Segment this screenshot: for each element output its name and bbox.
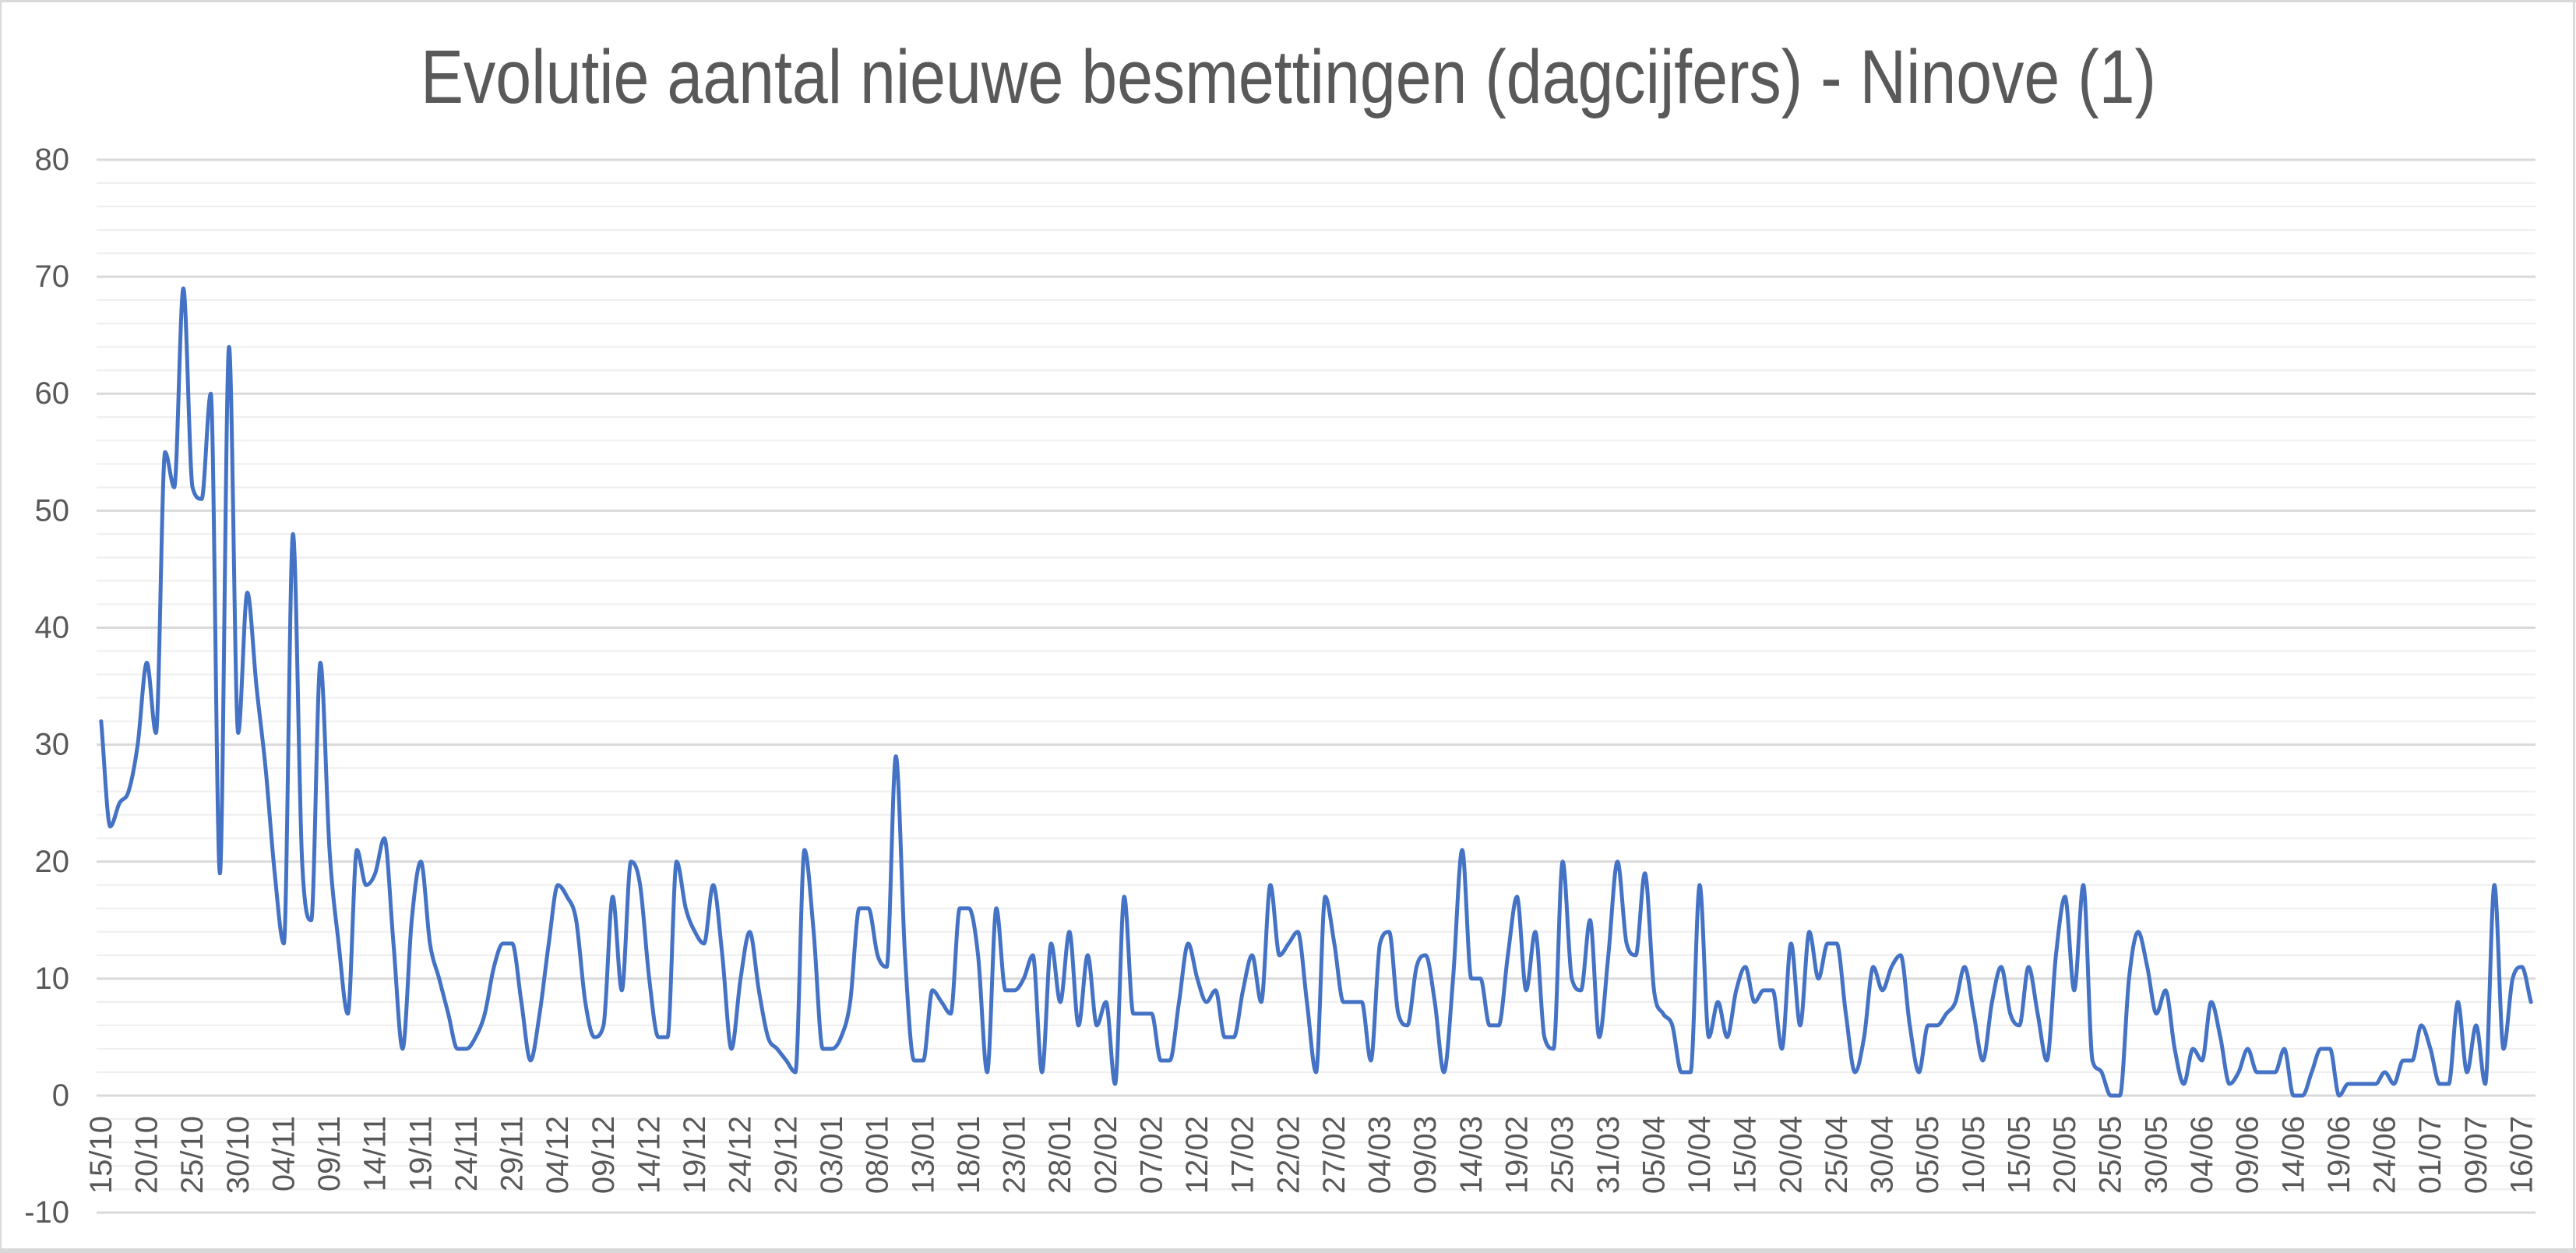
svg-text:29/12: 29/12 — [769, 1116, 803, 1194]
svg-text:20: 20 — [35, 845, 70, 879]
svg-text:14/03: 14/03 — [1454, 1116, 1489, 1194]
svg-text:09/07: 09/07 — [2459, 1116, 2493, 1194]
svg-text:02/02: 02/02 — [1089, 1116, 1123, 1194]
svg-text:28/01: 28/01 — [1043, 1116, 1077, 1194]
svg-text:50: 50 — [35, 493, 70, 528]
svg-text:30/10: 30/10 — [221, 1116, 255, 1194]
svg-text:16/07: 16/07 — [2504, 1116, 2539, 1194]
svg-text:20/04: 20/04 — [1774, 1116, 1808, 1194]
svg-text:10/05: 10/05 — [1957, 1116, 1991, 1194]
svg-text:04/11: 04/11 — [266, 1116, 301, 1191]
svg-text:14/11: 14/11 — [358, 1116, 393, 1191]
svg-text:60: 60 — [35, 376, 70, 411]
svg-text:13/01: 13/01 — [906, 1116, 940, 1194]
svg-text:18/01: 18/01 — [952, 1116, 986, 1194]
svg-text:15/05: 15/05 — [2002, 1116, 2036, 1194]
svg-text:14/12: 14/12 — [632, 1116, 666, 1194]
svg-text:-10: -10 — [24, 1195, 69, 1230]
svg-text:09/12: 09/12 — [587, 1116, 621, 1194]
svg-text:19/06: 19/06 — [2322, 1116, 2356, 1194]
svg-text:24/12: 24/12 — [724, 1116, 758, 1194]
svg-text:0: 0 — [52, 1078, 69, 1113]
svg-text:19/12: 19/12 — [678, 1116, 712, 1194]
svg-text:14/06: 14/06 — [2276, 1116, 2310, 1194]
svg-text:80: 80 — [35, 143, 70, 177]
svg-text:09/06: 09/06 — [2231, 1116, 2265, 1194]
svg-text:05/04: 05/04 — [1637, 1116, 1671, 1194]
svg-text:10: 10 — [35, 962, 70, 996]
svg-text:07/02: 07/02 — [1134, 1116, 1168, 1194]
svg-text:25/03: 25/03 — [1545, 1116, 1580, 1194]
svg-text:04/06: 04/06 — [2185, 1116, 2219, 1194]
svg-text:08/01: 08/01 — [861, 1116, 895, 1194]
svg-text:01/07: 01/07 — [2413, 1116, 2447, 1194]
svg-text:30/04: 30/04 — [1866, 1116, 1900, 1194]
svg-text:25/05: 25/05 — [2094, 1116, 2128, 1194]
svg-text:27/02: 27/02 — [1317, 1116, 1351, 1194]
svg-text:04/03: 04/03 — [1363, 1116, 1397, 1194]
svg-text:25/10: 25/10 — [175, 1116, 210, 1194]
svg-text:03/01: 03/01 — [815, 1116, 849, 1194]
svg-text:09/11: 09/11 — [312, 1116, 347, 1191]
svg-text:15/10: 15/10 — [84, 1116, 118, 1194]
svg-text:09/03: 09/03 — [1408, 1116, 1443, 1194]
svg-text:20/10: 20/10 — [130, 1116, 164, 1194]
svg-text:19/11: 19/11 — [403, 1116, 438, 1191]
svg-text:23/01: 23/01 — [998, 1116, 1032, 1194]
svg-text:70: 70 — [35, 259, 70, 294]
svg-text:31/03: 31/03 — [1591, 1116, 1626, 1194]
svg-text:40: 40 — [35, 611, 70, 645]
svg-text:17/02: 17/02 — [1226, 1116, 1260, 1194]
svg-text:24/11: 24/11 — [449, 1116, 484, 1191]
svg-text:22/02: 22/02 — [1271, 1116, 1306, 1194]
svg-text:15/04: 15/04 — [1728, 1116, 1763, 1194]
svg-text:Evolutie aantal nieuwe besmett: Evolutie aantal nieuwe besmettingen (dag… — [421, 34, 2156, 119]
svg-text:05/05: 05/05 — [1911, 1116, 1945, 1194]
svg-text:04/12: 04/12 — [541, 1116, 575, 1194]
svg-text:29/11: 29/11 — [495, 1116, 530, 1191]
svg-text:30/05: 30/05 — [2139, 1116, 2173, 1194]
svg-text:10/04: 10/04 — [1683, 1116, 1717, 1194]
svg-text:25/04: 25/04 — [1820, 1116, 1854, 1194]
svg-text:12/02: 12/02 — [1180, 1116, 1214, 1194]
svg-text:30: 30 — [35, 728, 70, 762]
svg-text:20/05: 20/05 — [2048, 1116, 2082, 1194]
svg-text:19/02: 19/02 — [1499, 1116, 1534, 1194]
svg-text:24/06: 24/06 — [2368, 1116, 2402, 1194]
